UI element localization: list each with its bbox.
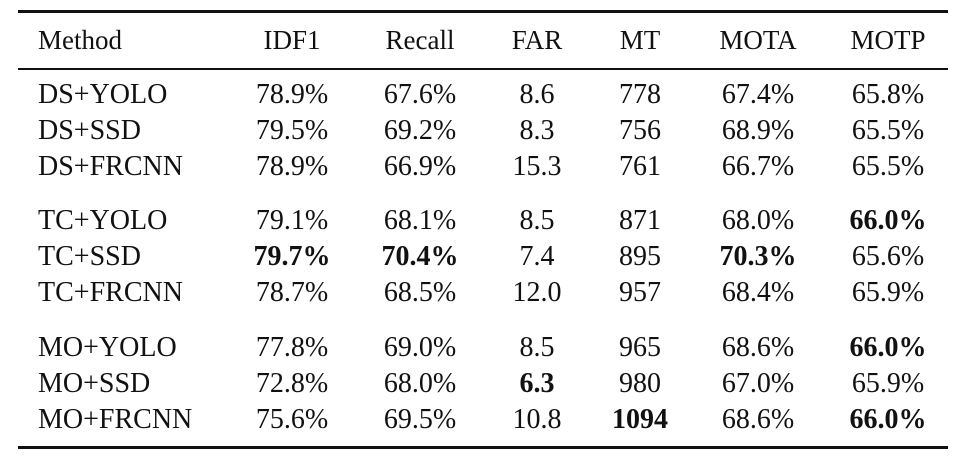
cell: 66.9% xyxy=(383,151,457,182)
cell: 68.5% xyxy=(383,277,457,308)
cell: MOTA xyxy=(719,25,797,55)
cell: 68.0% xyxy=(383,368,457,399)
cell: 68.4% xyxy=(721,277,795,308)
cell: 957 xyxy=(619,277,661,308)
cell: 68.1% xyxy=(383,205,457,236)
method-cell: MO+SSD xyxy=(38,368,151,399)
cell: 15.3 xyxy=(512,151,562,182)
cell: 72.8% xyxy=(255,368,329,399)
cell: 68.0% xyxy=(721,205,795,236)
cell: 895 xyxy=(619,241,661,272)
cell: 65.6% xyxy=(851,241,925,272)
cell: 67.4% xyxy=(721,79,795,110)
cell: 12.0 xyxy=(512,277,562,308)
cell: 69.5% xyxy=(383,404,457,435)
cell: 761 xyxy=(619,151,661,182)
cell: 8.5 xyxy=(519,205,555,236)
cell: 78.9% xyxy=(255,79,329,110)
method-cell: MO+FRCNN xyxy=(38,404,193,435)
cell: 65.9% xyxy=(851,277,925,308)
bottom-rule xyxy=(18,446,948,449)
cell: 77.8% xyxy=(255,332,329,363)
cell: 69.0% xyxy=(383,332,457,363)
cell: 871 xyxy=(619,205,661,236)
method-cell: TC+YOLO xyxy=(38,205,168,236)
cell: 79.5% xyxy=(255,115,329,146)
cell: 7.4 xyxy=(519,241,555,272)
method-cell: Method xyxy=(38,25,122,55)
method-cell: DS+YOLO xyxy=(38,79,168,110)
header-rule xyxy=(18,68,948,70)
cell: MOTP xyxy=(850,25,926,55)
cell: 66.0% xyxy=(849,332,927,363)
cell: Recall xyxy=(385,25,455,55)
method-cell: TC+FRCNN xyxy=(38,277,183,308)
cell: 70.4% xyxy=(381,241,459,272)
cell: 10.8 xyxy=(512,404,562,435)
cell: 965 xyxy=(619,332,661,363)
cell: 68.6% xyxy=(721,404,795,435)
cell: 68.6% xyxy=(721,332,795,363)
cell: FAR xyxy=(511,25,563,55)
cell: 75.6% xyxy=(255,404,329,435)
cell: 65.5% xyxy=(851,151,925,182)
cell: 8.5 xyxy=(519,332,555,363)
cell: MT xyxy=(619,25,661,55)
cell: 8.6 xyxy=(519,79,555,110)
cell: 79.1% xyxy=(255,205,329,236)
cell: 8.3 xyxy=(519,115,555,146)
cell: 6.3 xyxy=(519,368,555,399)
cell: 79.7% xyxy=(253,241,331,272)
cell: 78.9% xyxy=(255,151,329,182)
top-rule xyxy=(18,10,948,13)
cell: 756 xyxy=(619,115,661,146)
cell: 68.9% xyxy=(721,115,795,146)
cell: 78.7% xyxy=(255,277,329,308)
cell: 69.2% xyxy=(383,115,457,146)
cell: 1094 xyxy=(612,404,668,435)
cell: 65.8% xyxy=(851,79,925,110)
method-cell: TC+SSD xyxy=(38,241,141,272)
cell: 67.0% xyxy=(721,368,795,399)
cell: 70.3% xyxy=(719,241,797,272)
method-cell: DS+FRCNN xyxy=(38,151,183,182)
method-cell: DS+SSD xyxy=(38,115,141,146)
cell: 66.0% xyxy=(849,205,927,236)
cell: 65.5% xyxy=(851,115,925,146)
method-cell: MO+YOLO xyxy=(38,332,177,363)
cell: 67.6% xyxy=(383,79,457,110)
cell: 66.7% xyxy=(721,151,795,182)
cell: 778 xyxy=(619,79,661,110)
cell: 65.9% xyxy=(851,368,925,399)
cell: 980 xyxy=(619,368,661,399)
cell: IDF1 xyxy=(263,25,321,55)
cell: 66.0% xyxy=(849,404,927,435)
